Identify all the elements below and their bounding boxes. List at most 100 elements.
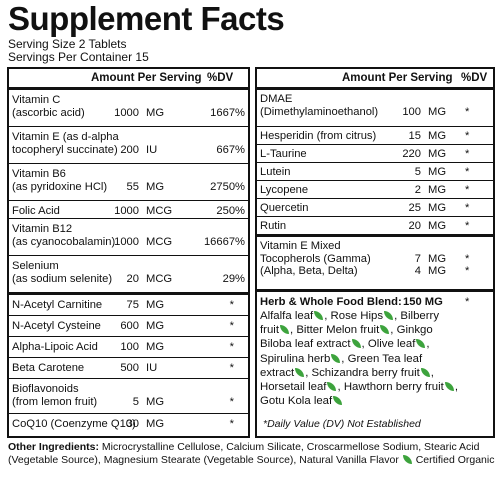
nutrient-name: Lycopene bbox=[260, 184, 309, 196]
nutrient-name: Folic Acid bbox=[12, 205, 60, 217]
organic-leaf-icon bbox=[420, 367, 430, 377]
amount-value: 75 bbox=[126, 299, 139, 311]
table-row: DMAE (Dimethylaminoethanol) 100 MG * bbox=[257, 90, 493, 127]
percent-dv: * bbox=[465, 252, 470, 265]
table-row: Vitamin E (as d-alpha tocopheryl succinat… bbox=[9, 127, 248, 164]
blend-ingredient-text: , bbox=[454, 381, 459, 394]
percent-dv: * bbox=[465, 130, 470, 142]
other-ingredients-text: Microcrystalline Cellulose, Calcium Sili… bbox=[8, 441, 480, 466]
nutrient-name: (Dimethylaminoethanol) bbox=[260, 105, 379, 118]
amount-value: 500 bbox=[120, 362, 139, 374]
left-facts-panel: Amount Per Serving %DV Vitamin C (ascorbi… bbox=[7, 67, 250, 438]
nutrient-name: Vitamin E Mixed bbox=[260, 240, 341, 252]
amount-unit: MG bbox=[146, 320, 165, 332]
blend-ingredient-text: , Rose Hips bbox=[324, 310, 384, 322]
amount-value: 55 bbox=[126, 180, 139, 193]
amount-unit: MG bbox=[428, 105, 447, 118]
percent-dv: * bbox=[465, 148, 470, 160]
nutrient-name: (as cyanocobalamin) bbox=[12, 235, 116, 248]
amount-value: 5 bbox=[132, 395, 139, 408]
servings-per-container: Servings Per Container 15 bbox=[8, 50, 149, 64]
blend-ingredient-text: Biloba leaf extract bbox=[260, 338, 351, 351]
other-ingredients: Other Ingredients: Microcrystalline Cell… bbox=[8, 441, 496, 466]
table-row: Vitamin E Mixed Tocopherols (Gamma) (Alpha… bbox=[257, 237, 493, 292]
nutrient-name: Quercetin bbox=[260, 202, 309, 214]
amount-unit: MG bbox=[146, 395, 165, 408]
blend-ingredient-text: Spirulina herb bbox=[260, 352, 331, 365]
amount-value: 25 bbox=[408, 202, 421, 214]
percent-dv: * bbox=[229, 362, 234, 374]
amount-value: 4 bbox=[414, 265, 421, 278]
nutrient-name: Vitamin C bbox=[12, 94, 61, 106]
amount-unit: IU bbox=[146, 143, 158, 156]
blend-header-row: Herb & Whole Food Blend: 150 MG * bbox=[257, 292, 493, 312]
amount-value: 7 bbox=[414, 252, 421, 265]
nutrient-name: Tocopherols (Gamma) bbox=[260, 252, 371, 265]
organic-leaf-icon bbox=[280, 325, 289, 335]
blend-ingredients: Alfalfa leaf , Rose Hips , Bilberry fruit , … bbox=[260, 309, 489, 408]
percent-dv: 2750% bbox=[210, 180, 245, 193]
nutrient-name: Hesperidin (from citrus) bbox=[260, 130, 377, 142]
blend-line: Biloba leaf extract , Olive leaf, bbox=[260, 337, 489, 351]
table-row: Hesperidin (from citrus) 15 MG * bbox=[257, 127, 493, 145]
amount-unit: MG bbox=[146, 299, 165, 311]
percent-dv: * bbox=[229, 320, 234, 332]
blend-ingredient-text: extract bbox=[260, 366, 295, 379]
blend-ingredient-text: Alfalfa leaf bbox=[260, 310, 314, 322]
blend-ingredient-text: , Bitter Melon fruit bbox=[290, 324, 380, 337]
nutrient-name: Bioflavonoids bbox=[12, 383, 79, 395]
organic-leaf-icon bbox=[416, 339, 426, 349]
nutrient-name: N-Acetyl Carnitine bbox=[12, 299, 103, 311]
blend-ingredient-text: , Hawthorn berry fruit bbox=[337, 381, 444, 394]
nutrient-name: (from lemon fruit) bbox=[12, 395, 98, 408]
organic-leaf-icon bbox=[351, 339, 361, 349]
percent-dv: * bbox=[229, 395, 234, 408]
left-amount-header: Amount Per Serving bbox=[91, 72, 202, 84]
table-row: Vitamin B12 (as cyanocobalamin) 1000 MCG 166… bbox=[9, 219, 248, 256]
amount-value: 200 bbox=[120, 143, 139, 156]
organic-leaf-icon bbox=[295, 367, 305, 377]
amount-unit: MG bbox=[428, 130, 447, 142]
blend-ingredient-text: , Bilberry bbox=[394, 310, 440, 322]
percent-dv: * bbox=[229, 418, 234, 430]
amount-value: 600 bbox=[120, 320, 139, 332]
left-dv-header: %DV bbox=[207, 72, 234, 84]
table-row: Bioflavonoids (from lemon fruit) 5 MG * bbox=[9, 379, 248, 414]
nutrient-name: N-Acetyl Cysteine bbox=[12, 320, 101, 332]
blend-ingredient-text: Gotu Kola leaf bbox=[260, 395, 333, 408]
table-row: Quercetin 25 MG * bbox=[257, 199, 493, 217]
organic-leaf-icon bbox=[314, 311, 324, 320]
nutrient-name: Beta Carotene bbox=[12, 362, 85, 374]
table-row: Lutein 5 MG * bbox=[257, 163, 493, 181]
nutrient-name: (as sodium selenite) bbox=[12, 272, 113, 285]
nutrient-name: (as pyridoxine HCl) bbox=[12, 180, 108, 193]
amount-unit: MCG bbox=[146, 205, 173, 217]
blend-ingredient-text: , Green Tea leaf bbox=[341, 352, 423, 365]
table-row: Folic Acid 1000 MCG 250% bbox=[9, 201, 248, 219]
organic-note: Certified Organic bbox=[412, 453, 495, 466]
organic-leaf-icon bbox=[331, 353, 341, 363]
nutrient-name: (ascorbic acid) bbox=[12, 106, 85, 119]
amount-unit: MCG bbox=[146, 235, 173, 248]
table-row: Vitamin B6 (as pyridoxine HCl) 55 MG 2750% bbox=[9, 164, 248, 201]
percent-dv: * bbox=[229, 341, 234, 353]
amount-value: 20 bbox=[408, 220, 421, 232]
amount-unit: MG bbox=[146, 418, 165, 430]
amount-unit: MCG bbox=[146, 272, 173, 285]
right-amount-header: Amount Per Serving bbox=[342, 72, 453, 84]
percent-dv: * bbox=[465, 184, 470, 196]
nutrient-name: DMAE bbox=[260, 93, 293, 105]
organic-leaf-icon bbox=[380, 325, 390, 335]
right-header: Amount Per Serving %DV bbox=[257, 69, 493, 90]
amount-value: 1000 bbox=[114, 106, 139, 119]
blend-ingredient-text: , Schizandra berry fruit bbox=[305, 366, 420, 379]
percent-dv: 1667% bbox=[210, 106, 245, 119]
amount-value: 1000 bbox=[114, 235, 139, 248]
amount-unit: MG bbox=[428, 184, 447, 196]
nutrient-name: (Alpha, Beta, Delta) bbox=[260, 265, 358, 278]
organic-leaf-icon bbox=[333, 396, 343, 406]
amount-unit: MG bbox=[428, 148, 447, 160]
blend-ingredient-text: , Olive leaf bbox=[361, 338, 416, 351]
percent-dv: * bbox=[465, 220, 470, 232]
nutrient-name: Vitamin E (as d-alpha bbox=[12, 131, 119, 143]
